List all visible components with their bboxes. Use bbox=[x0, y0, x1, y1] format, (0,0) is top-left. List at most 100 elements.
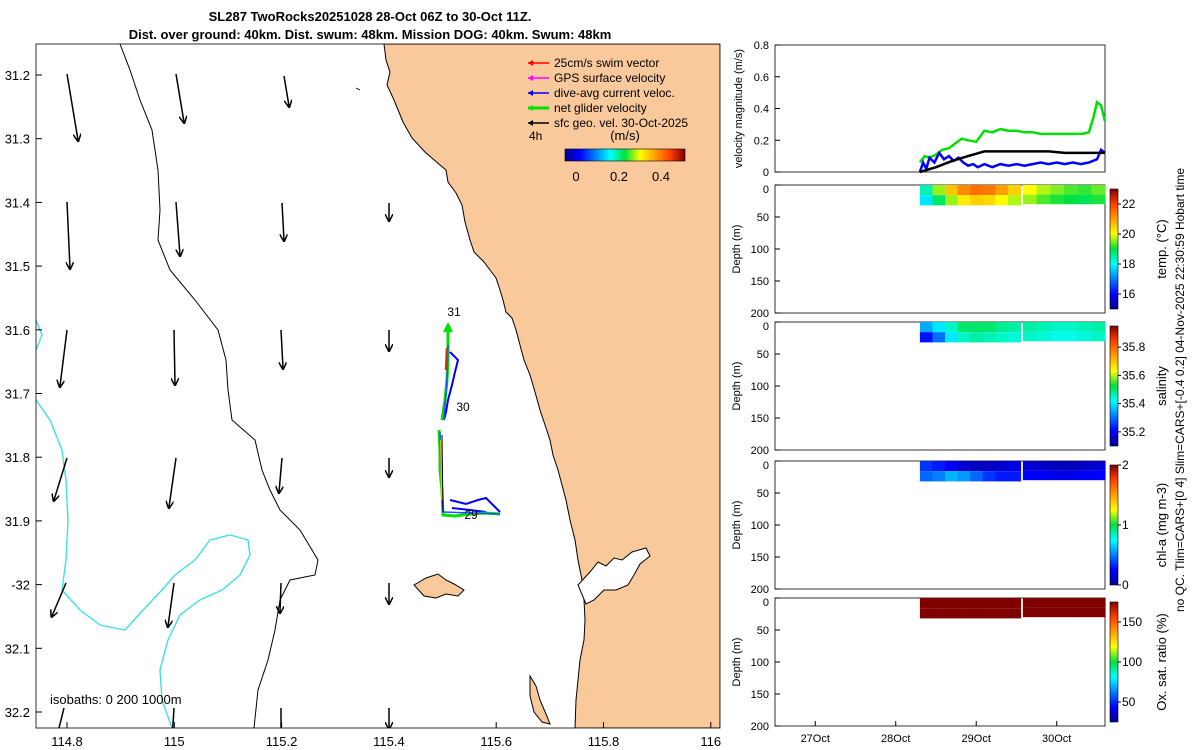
legend-label: net glider velocity bbox=[554, 101, 647, 115]
colorbar-tick-label: 35.4 bbox=[1122, 397, 1146, 411]
sfc-geo-velocity-vectors bbox=[52, 73, 389, 728]
section-data-cell bbox=[970, 461, 984, 472]
colorbar-tick-label: 35.2 bbox=[1122, 425, 1146, 439]
velocity-series-line bbox=[918, 147, 1106, 173]
section-data-cell bbox=[919, 332, 934, 343]
dive-avg-current-vectors bbox=[443, 351, 501, 513]
velocity-ylabel: velocity magnitude (m/s) bbox=[733, 49, 745, 168]
colorbar-title: (m/s) bbox=[610, 128, 640, 143]
section-data-cell bbox=[982, 332, 996, 343]
section-data-cell bbox=[1077, 185, 1092, 195]
section-data-cell bbox=[932, 185, 946, 196]
section-data-cell bbox=[1077, 598, 1092, 608]
section-y-tick-label: 0 bbox=[763, 597, 769, 609]
section-data-cell bbox=[995, 471, 1009, 482]
legend-label: GPS surface velocity bbox=[554, 71, 665, 85]
section-ylabel: Depth (m) bbox=[731, 225, 743, 274]
colorbar-tick-label: 2 bbox=[1122, 458, 1129, 472]
section-data-cell bbox=[945, 461, 959, 472]
section-data-cell bbox=[982, 598, 996, 609]
section-data-cell bbox=[1091, 322, 1106, 332]
section-y-tick-label: 200 bbox=[751, 445, 769, 457]
section-data-cell bbox=[1077, 331, 1092, 342]
section-data-cell bbox=[932, 195, 946, 206]
section-data-cell bbox=[957, 471, 971, 482]
section-data-cell bbox=[919, 608, 934, 619]
section-y-tick-label: 200 bbox=[751, 308, 769, 320]
section-data-cell bbox=[995, 608, 1009, 619]
glider-track bbox=[437, 322, 501, 518]
section-ylabel: Depth (m) bbox=[731, 638, 743, 687]
glider-fast-segment bbox=[444, 347, 449, 371]
section-data-cell bbox=[1050, 461, 1065, 471]
section-data-cell bbox=[1091, 185, 1106, 195]
section-data-cell bbox=[970, 195, 984, 206]
map-x-tick-label: 115.4 bbox=[373, 734, 405, 749]
section-data-cell bbox=[970, 332, 984, 343]
glider-mid-segment bbox=[440, 439, 443, 501]
section-y-tick-label: 150 bbox=[751, 276, 769, 288]
vector-arrow bbox=[60, 329, 68, 386]
map-y-tick-label: 31.5 bbox=[5, 259, 30, 274]
section-data-cell bbox=[1007, 322, 1022, 333]
section-data-cell bbox=[1077, 470, 1092, 481]
vector-arrow bbox=[283, 75, 289, 106]
section-data-cell bbox=[957, 332, 971, 343]
black-track-line bbox=[441, 434, 444, 513]
section-data-cell bbox=[945, 471, 959, 482]
section-data-cell bbox=[1091, 607, 1106, 618]
section-data-cell bbox=[1036, 598, 1051, 608]
map-y-ticks: 31.2 31.3 31.4 31.5 31.6 31.7 31.8 31.9 -32 32.1 3… bbox=[5, 68, 42, 720]
section-data-cell bbox=[1077, 194, 1092, 205]
section-data-cell bbox=[1007, 471, 1022, 482]
date-tick-label: 29Oct bbox=[962, 733, 991, 745]
section-colorbar bbox=[1109, 601, 1119, 723]
legend-swatch-arrowhead bbox=[528, 105, 533, 111]
vector-arrow bbox=[174, 329, 175, 384]
section-y-tick-label: 100 bbox=[751, 381, 769, 393]
map-x-ticks: 114.8 115 115.2 115.4 115.6 115.8 116 bbox=[51, 722, 721, 749]
section-data-cell bbox=[970, 608, 984, 619]
section-y-tick-label: 0 bbox=[763, 184, 769, 196]
colorbar-label: chl-a (mg m-3) bbox=[1154, 483, 1169, 568]
section-data-cell bbox=[919, 471, 934, 482]
legend-swatch-arrowhead bbox=[528, 60, 533, 66]
section-data-cell bbox=[1007, 608, 1022, 619]
section-data-cell bbox=[1007, 598, 1022, 609]
section-data-cell bbox=[1050, 598, 1065, 608]
map-axes-frame bbox=[35, 43, 721, 729]
date-tick-label: 28Oct bbox=[881, 733, 910, 745]
section-data-cell bbox=[995, 332, 1009, 343]
isobath-0m-b bbox=[36, 399, 251, 728]
section-axes-frame bbox=[774, 460, 1106, 590]
map-x-tick-label: 115.8 bbox=[588, 734, 620, 749]
velocity-y-tick-label: 0.8 bbox=[754, 40, 769, 52]
map-y-tick-label: 31.4 bbox=[5, 195, 30, 210]
section-data-cell bbox=[945, 332, 959, 343]
colorbar-tick-label: 35.6 bbox=[1122, 368, 1146, 382]
section-data-cell bbox=[1064, 331, 1079, 342]
section-data-cell bbox=[932, 471, 946, 482]
section-y-tick-label: 100 bbox=[751, 520, 769, 532]
section-data-cell bbox=[1022, 194, 1038, 205]
section-y-tick-label: 50 bbox=[757, 212, 769, 224]
colorbar-tick-label: 0 bbox=[572, 169, 579, 184]
colorbar-tick-label: 1 bbox=[1122, 518, 1129, 532]
section-data-cell bbox=[1064, 470, 1079, 481]
section-data-cell bbox=[1050, 470, 1065, 481]
section-data-cell bbox=[1050, 185, 1065, 195]
section-y-tick-label: 150 bbox=[751, 413, 769, 425]
section-colorbar bbox=[1109, 188, 1119, 310]
section-data-cell bbox=[1077, 322, 1092, 332]
section-data-cell bbox=[995, 195, 1009, 206]
section-data-cell bbox=[982, 195, 996, 206]
map-panel: 31 30 29 isobaths: 0 200 1000m 25cm/s sw… bbox=[5, 43, 721, 749]
section-data-cell bbox=[982, 471, 996, 482]
section-axes-frame bbox=[774, 597, 1106, 727]
section-colorbar bbox=[1109, 325, 1119, 447]
vector-arrow bbox=[168, 582, 175, 626]
section-data-cell bbox=[1064, 185, 1079, 195]
section-data-cell bbox=[1007, 185, 1022, 196]
section-data-cell bbox=[932, 332, 946, 343]
section-data-cell bbox=[1091, 331, 1106, 342]
